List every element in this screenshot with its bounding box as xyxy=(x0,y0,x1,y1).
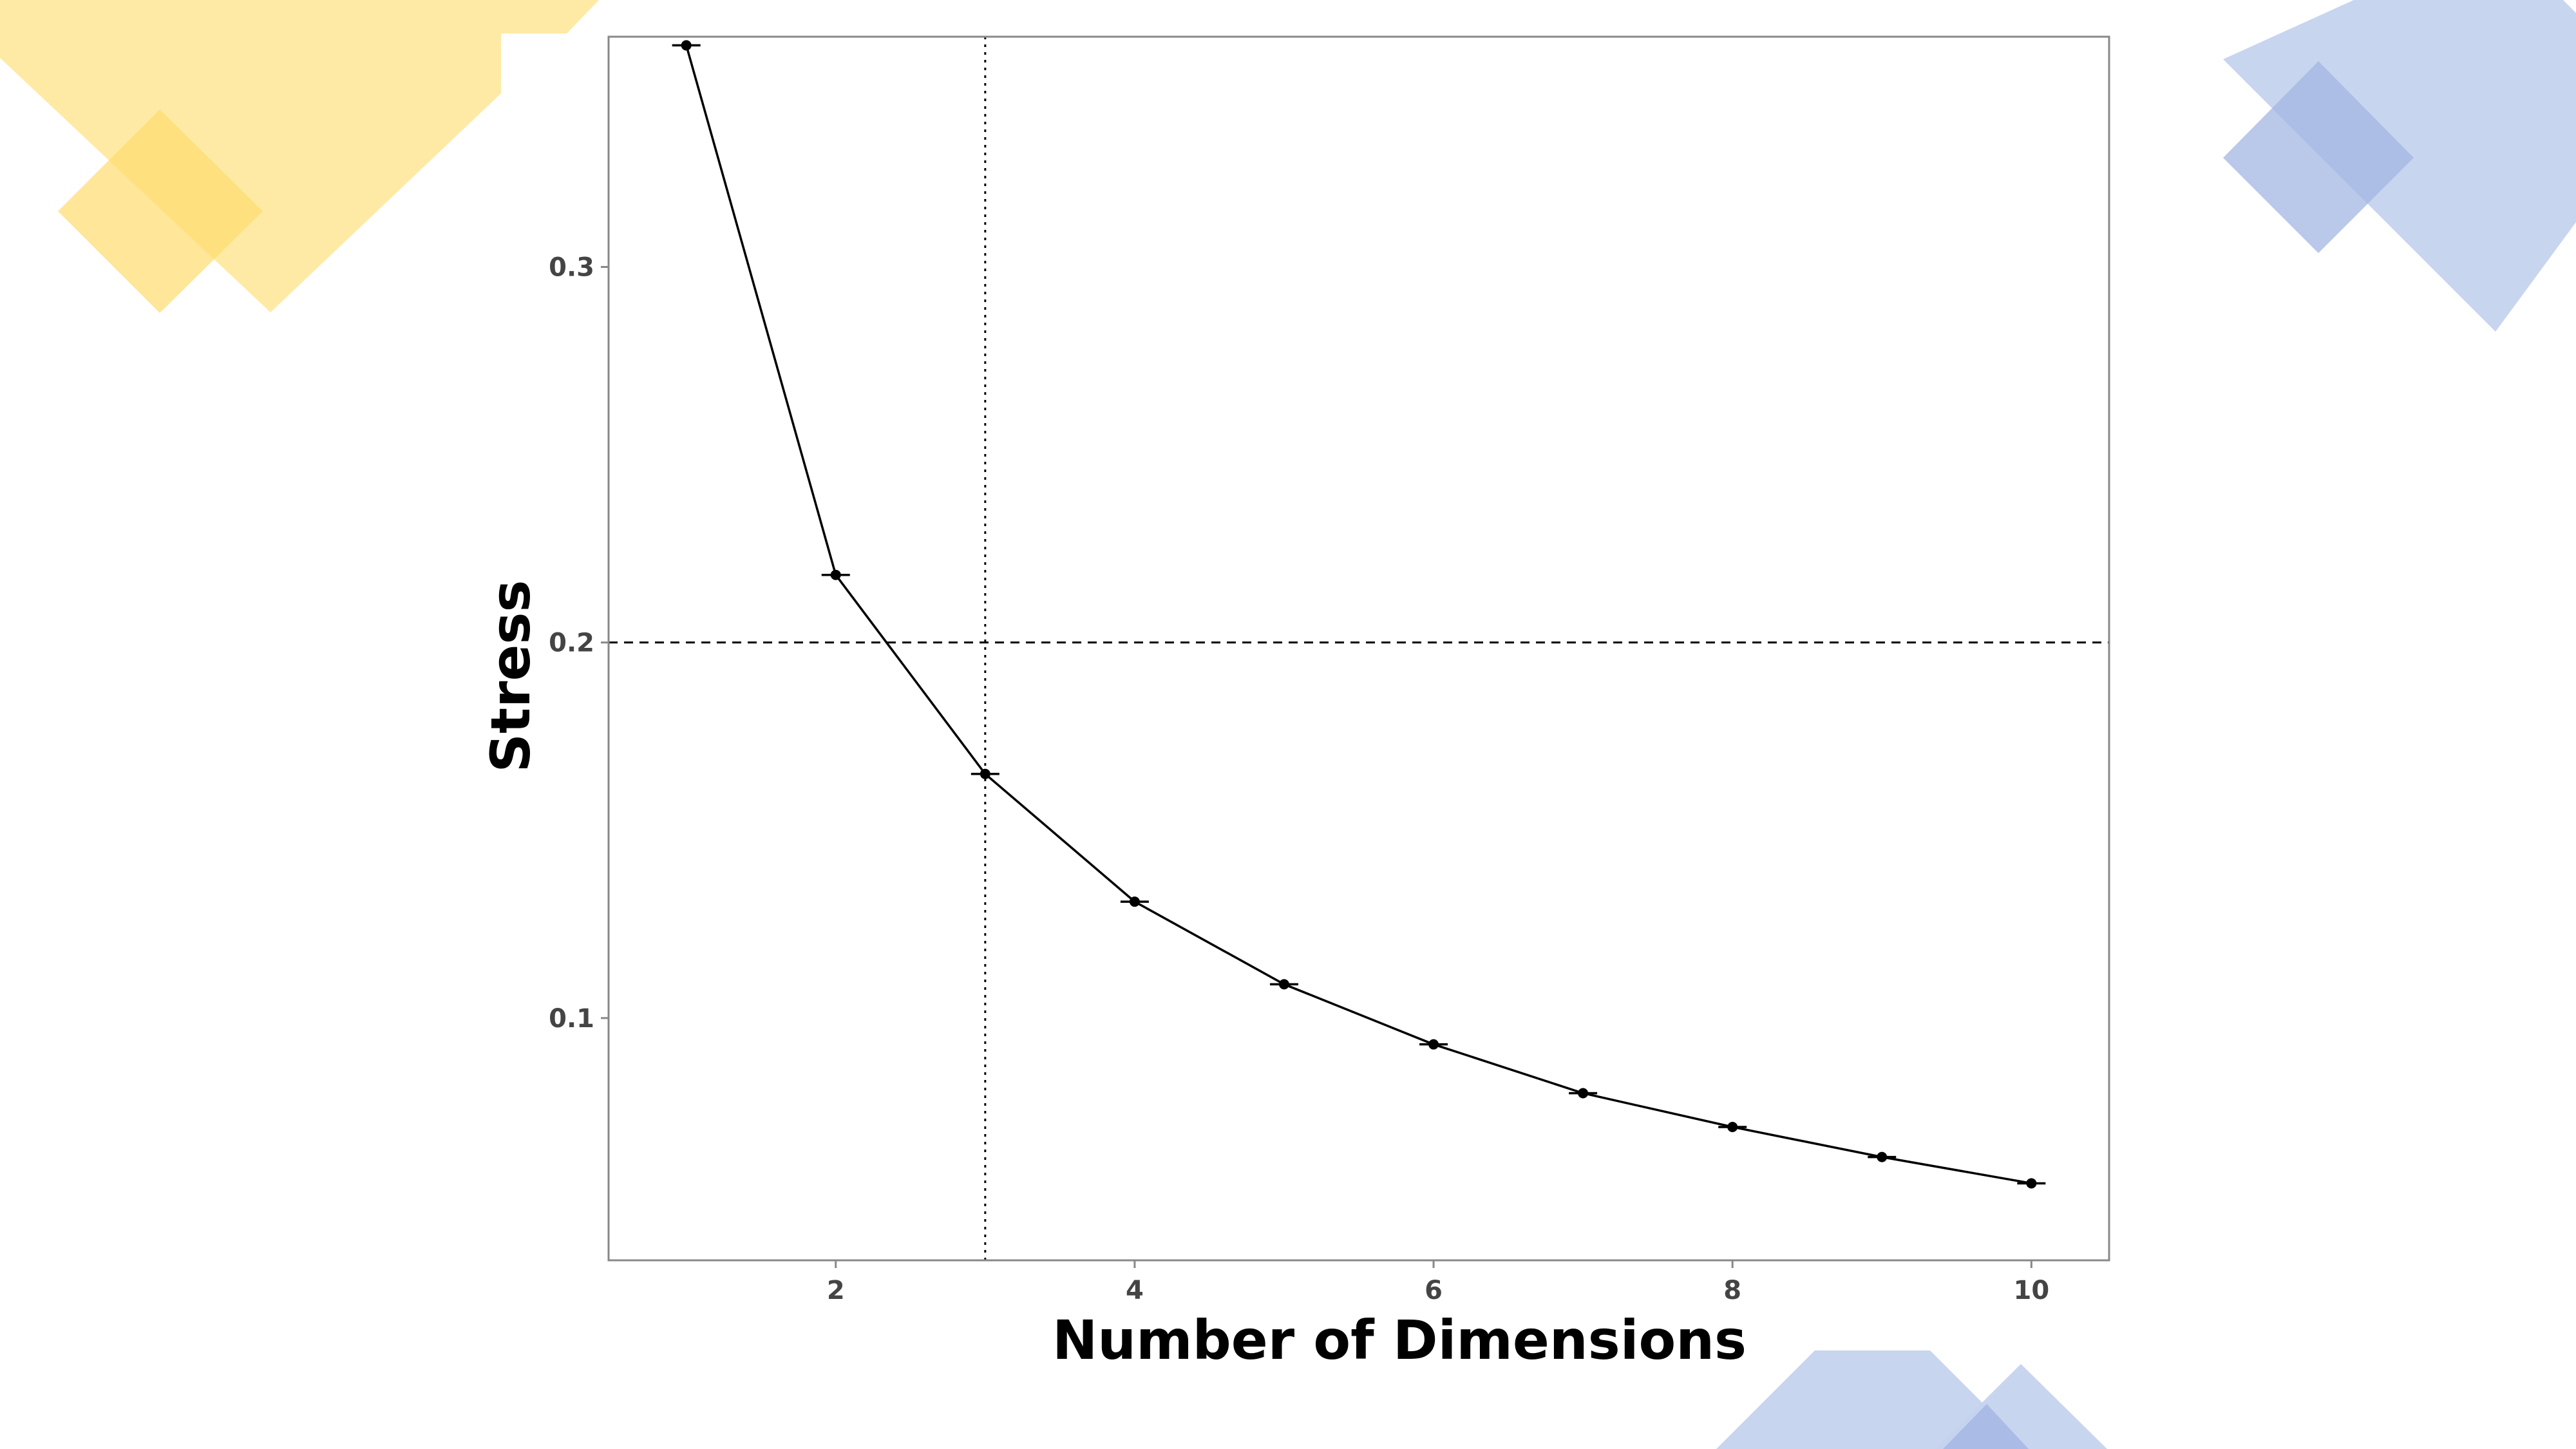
plot-frame xyxy=(607,35,2110,1262)
data-point xyxy=(681,40,692,51)
data-point xyxy=(1278,979,1289,990)
x-tick-label: 2 xyxy=(827,1276,845,1305)
decor-blue-small-diamond xyxy=(2223,61,2414,253)
decor-blue-bottom-overlap xyxy=(1943,1404,2029,1449)
y-tick-label: 0.3 xyxy=(549,252,594,282)
data-point xyxy=(2026,1178,2037,1189)
decor-yellow-diamond xyxy=(58,109,263,313)
y-tick-label: 0.1 xyxy=(549,1004,594,1034)
x-tick-label: 4 xyxy=(1126,1276,1144,1305)
data-point xyxy=(1578,1088,1589,1099)
data-point xyxy=(830,569,841,580)
y-tick-label: 0.2 xyxy=(549,629,594,658)
data-point xyxy=(1727,1121,1738,1132)
x-axis-title: Number of Dimensions xyxy=(1052,1309,1747,1372)
plot-background xyxy=(609,37,2109,1260)
y-axis-title: Stress xyxy=(479,580,542,772)
x-tick-label: 6 xyxy=(1425,1276,1443,1305)
data-point xyxy=(1129,896,1140,907)
data-point xyxy=(1428,1039,1439,1050)
series-line xyxy=(685,44,2032,1185)
decor-yellow-band xyxy=(0,0,599,312)
decor-blue-bottom-trapezoid xyxy=(1716,1350,2029,1449)
data-point xyxy=(1877,1151,1888,1162)
x-tick-label: 8 xyxy=(1723,1276,1741,1305)
x-tick-label: 10 xyxy=(2013,1276,2049,1305)
data-point xyxy=(980,768,990,779)
